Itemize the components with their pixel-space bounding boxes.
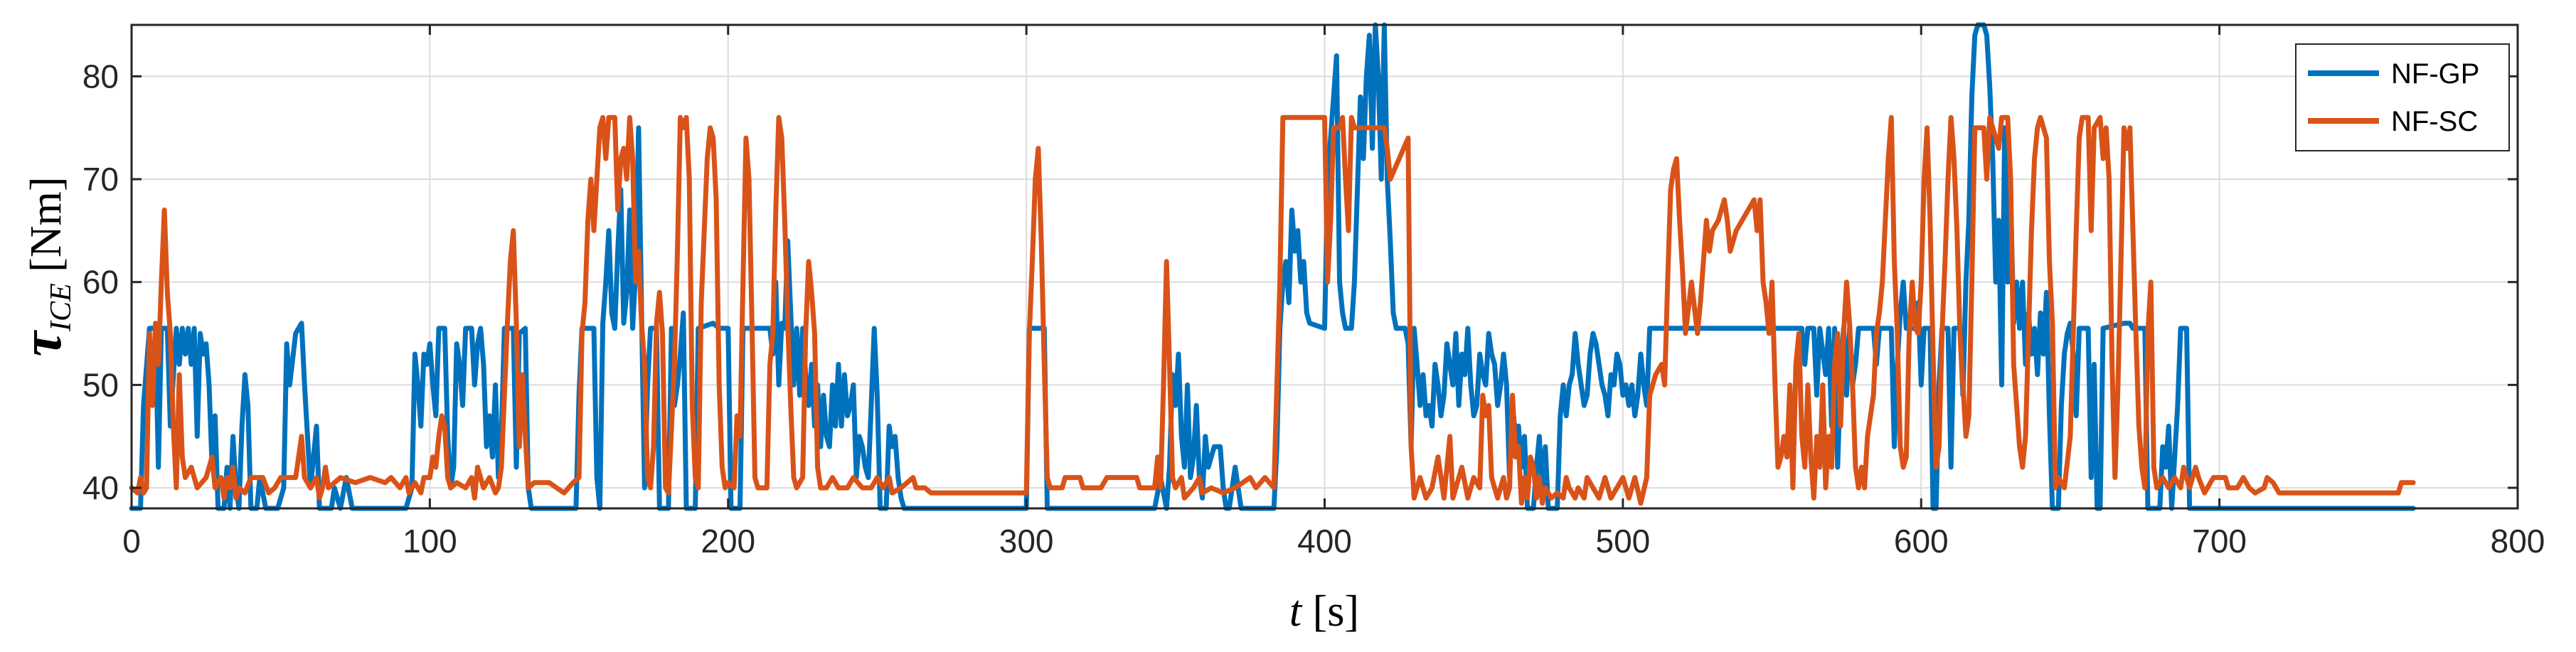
x-axis-label: t [s]	[1289, 587, 1359, 636]
x-tick-label: 800	[2491, 523, 2545, 560]
legend-label-nf-sc: NF-SC	[2391, 106, 2478, 137]
x-tick-label: 600	[1894, 523, 1949, 560]
ticks: 0 100 200 300 400 500 600 700 800 40 50 60 70 80	[83, 25, 2545, 560]
y-axis-label: τICE [Nm]	[11, 177, 78, 357]
y-tick-label: 40	[83, 469, 119, 506]
legend: NF-GP NF-SC	[2295, 43, 2510, 151]
x-tick-label: 0	[122, 523, 141, 560]
y-tick-label: 50	[83, 366, 119, 403]
x-tick-label: 400	[1297, 523, 1352, 560]
series-line-nf-gp	[129, 22, 2416, 511]
y-tick-label: 80	[83, 58, 119, 95]
x-tick-label: 500	[1596, 523, 1651, 560]
y-tick-label: 70	[83, 161, 119, 198]
legend-label-nf-gp: NF-GP	[2391, 58, 2479, 90]
x-tick-label: 700	[2192, 523, 2247, 560]
x-tick-label: 200	[701, 523, 755, 560]
series-line-nf-sc	[129, 114, 2416, 506]
series-layer	[129, 22, 2416, 511]
y-tick-label: 60	[83, 264, 119, 301]
x-tick-label: 100	[403, 523, 457, 560]
legend-box	[2295, 43, 2510, 151]
x-tick-label: 300	[999, 523, 1054, 560]
